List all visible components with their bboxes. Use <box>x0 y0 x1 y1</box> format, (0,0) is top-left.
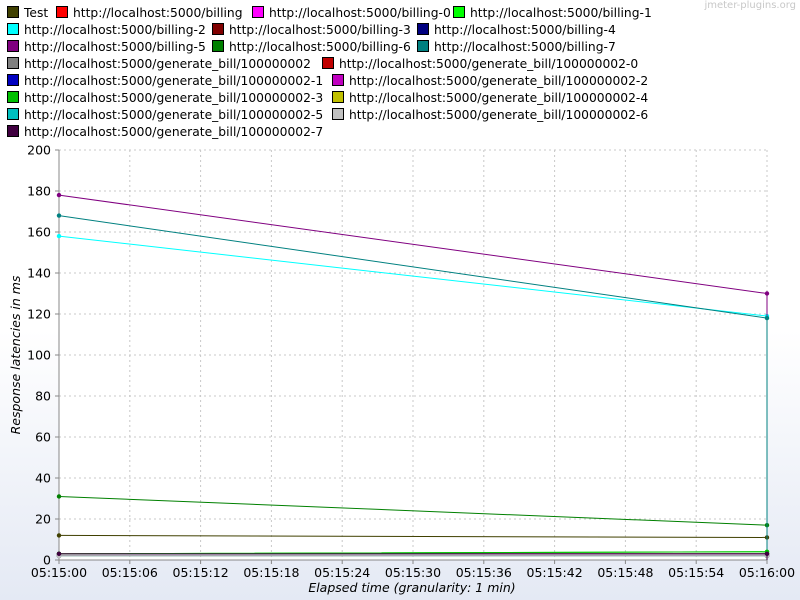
legend-label: http://localhost:5000/generate_bill/1000… <box>339 57 639 71</box>
legend-item: http://localhost:5000/generate_bill/1000… <box>7 73 323 90</box>
legend-label: http://localhost:5000/billing-6 <box>229 40 411 54</box>
legend-item: http://localhost:5000/generate_bill/1000… <box>332 90 648 107</box>
legend-label: http://localhost:5000/generate_bill/1000… <box>24 57 311 71</box>
legend-item: http://localhost:5000/generate_bill/1000… <box>332 107 648 124</box>
legend-label: http://localhost:5000/generate_bill/1000… <box>349 91 649 105</box>
y-tick-label: 100 <box>27 348 51 363</box>
x-tick-label: 05:15:12 <box>173 565 229 580</box>
y-tick-label: 20 <box>35 512 51 527</box>
legend-item: http://localhost:5000/billing-5 <box>7 39 206 56</box>
data-point <box>56 213 62 218</box>
legend-swatch <box>7 40 19 52</box>
data-point <box>764 551 770 557</box>
legend-item: http://localhost:5000/billing-7 <box>417 39 616 56</box>
legend-label: http://localhost:5000/generate_bill/1000… <box>24 74 324 88</box>
grid <box>58 149 768 561</box>
x-tick-label: 05:15:54 <box>668 565 724 580</box>
series-group <box>56 551 770 560</box>
legend-swatch <box>7 108 19 120</box>
data-point <box>56 533 62 538</box>
legend-item: http://localhost:5000/generate_bill/1000… <box>322 56 638 73</box>
legend-item: http://localhost:5000/billing <box>56 5 243 22</box>
x-tick-label: 05:15:18 <box>243 565 299 580</box>
legend-item: http://localhost:5000/generate_bill/1000… <box>7 56 311 73</box>
data-point <box>56 233 62 239</box>
y-tick-label: 120 <box>27 307 51 322</box>
data-point <box>764 315 770 321</box>
legend-swatch <box>417 23 429 35</box>
legend-swatch <box>7 125 19 137</box>
legend-label: Test <box>24 6 49 20</box>
y-tick-label: 140 <box>27 266 51 281</box>
y-tick-label: 160 <box>27 225 51 240</box>
legend-label: http://localhost:5000/billing-5 <box>24 40 206 54</box>
legend-label: http://localhost:5000/billing-3 <box>229 23 411 37</box>
legend-swatch <box>322 57 334 69</box>
legend-swatch <box>332 74 344 86</box>
legend-item: http://localhost:5000/billing-3 <box>212 22 411 39</box>
legend: Test http://localhost:5000/billing http://… <box>0 0 800 145</box>
legend-label: http://localhost:5000/generate_bill/1000… <box>24 125 324 139</box>
legend-swatch <box>212 40 224 52</box>
legend-label: http://localhost:5000/billing <box>73 6 243 20</box>
x-axis-label: Elapsed time (granularity: 1 min) <box>308 580 515 595</box>
y-axis-label: Response latencies in ms <box>8 275 23 434</box>
watermark: jmeter-plugins.org <box>704 0 796 11</box>
x-tick-label: 05:15:06 <box>102 565 158 580</box>
legend-swatch <box>7 23 19 35</box>
legend-swatch <box>332 108 344 120</box>
x-tick-label: 05:15:30 <box>385 565 441 580</box>
legend-item: http://localhost:5000/generate_bill/1000… <box>332 73 648 90</box>
legend-item: http://localhost:5000/generate_bill/1000… <box>7 90 323 107</box>
legend-label: http://localhost:5000/billing-1 <box>470 6 652 20</box>
y-tick-label: 0 <box>43 553 51 568</box>
data-point <box>56 494 62 499</box>
legend-swatch <box>212 23 224 35</box>
x-tick-label: 05:15:00 <box>31 565 87 580</box>
legend-swatch <box>7 74 19 86</box>
data-point <box>764 291 770 296</box>
y-tick-label: 180 <box>27 184 51 199</box>
y-tick-label: 80 <box>35 389 51 404</box>
x-tick-label: 05:16:00 <box>739 565 795 580</box>
legend-item: http://localhost:5000/billing-1 <box>453 5 652 22</box>
legend-swatch <box>7 57 19 69</box>
legend-label: http://localhost:5000/billing-4 <box>434 23 616 37</box>
y-tick-label: 200 <box>27 143 51 158</box>
legend-label: http://localhost:5000/generate_bill/1000… <box>349 74 649 88</box>
legend-label: http://localhost:5000/billing-2 <box>24 23 206 37</box>
x-tick-label: 05:15:24 <box>314 565 370 580</box>
axes: 0 20 40 60 80 100 120 140 160 180 200 05:15:00 05:15… <box>27 143 795 581</box>
legend-label: http://localhost:5000/billing-0 <box>269 6 451 20</box>
data-point <box>56 192 62 198</box>
legend-item: http://localhost:5000/billing-2 <box>7 22 206 39</box>
legend-label: http://localhost:5000/generate_bill/1000… <box>349 108 649 122</box>
series-group <box>56 213 770 560</box>
legend-item: http://localhost:5000/billing-0 <box>252 5 451 22</box>
x-tick-label: 05:15:42 <box>527 565 583 580</box>
legend-item: http://localhost:5000/generate_bill/1000… <box>7 107 323 124</box>
legend-swatch <box>252 6 264 18</box>
legend-label: http://localhost:5000/generate_bill/1000… <box>24 91 324 105</box>
data-point <box>56 551 62 557</box>
legend-label: http://localhost:5000/generate_bill/1000… <box>24 108 324 122</box>
legend-item: http://localhost:5000/generate_bill/1000… <box>7 124 323 141</box>
legend-swatch <box>7 6 19 18</box>
x-tick-label: 05:15:36 <box>456 565 512 580</box>
legend-item: http://localhost:5000/billing-4 <box>417 22 616 39</box>
y-tick-label: 40 <box>35 471 51 486</box>
legend-swatch <box>56 6 68 18</box>
legend-swatch <box>332 91 344 103</box>
legend-swatch <box>417 40 429 52</box>
y-tick-label: 60 <box>35 430 51 445</box>
legend-item: Test <box>7 5 48 22</box>
legend-swatch <box>453 6 465 18</box>
legend-label: http://localhost:5000/billing-7 <box>434 40 616 54</box>
legend-swatch <box>7 91 19 103</box>
x-tick-label: 05:15:48 <box>597 565 653 580</box>
legend-item: http://localhost:5000/billing-6 <box>212 39 411 56</box>
series-lines <box>56 192 770 560</box>
